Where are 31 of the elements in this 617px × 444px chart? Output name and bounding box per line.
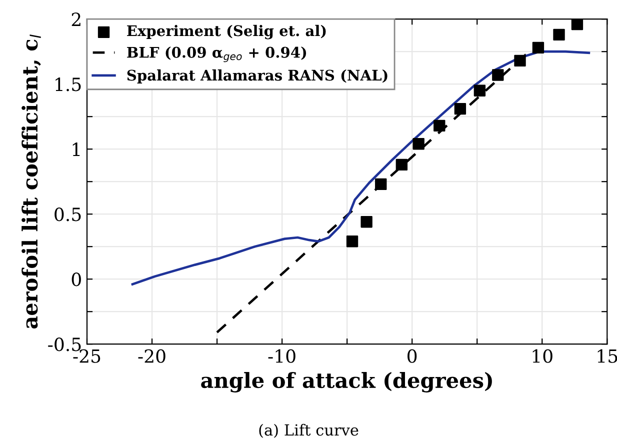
x-axis-title: angle of attack (degrees) (201, 372, 492, 392)
point (360, 216, 372, 228)
legend-label: BLF (0.09 α$_{geo}$ + 0.94) (127, 46, 306, 62)
y-tick-label: -0.5 (48, 338, 81, 352)
point (571, 19, 584, 30)
point (434, 120, 446, 132)
point (474, 84, 486, 96)
y-tick-label: 1.5 (56, 78, 81, 92)
x-tick-label: -20 (138, 349, 166, 363)
text: (a) Lift curve (259, 424, 358, 438)
point (553, 28, 565, 41)
y-axis-title: aerofoil lift coefficient, c$_{l}$ (22, 34, 41, 329)
y-tick-label: 1 (72, 142, 80, 156)
point (375, 178, 387, 190)
point (412, 138, 424, 150)
point (396, 158, 408, 171)
y-tick-label: 0 (72, 272, 81, 286)
point (514, 54, 526, 67)
y-tick-label: 2 (72, 12, 80, 26)
point (454, 102, 466, 115)
legend-label: Experiment (Selig et. al) (127, 24, 326, 40)
point (492, 69, 504, 81)
legend-label: Spalarat Allamaras RANS (NAL) (127, 69, 388, 84)
x-tick-label: -25 (73, 349, 100, 363)
x-tick-label: -10 (268, 349, 296, 363)
y-tick-label: 0.5 (54, 208, 81, 222)
x-tick-label: 15 (598, 349, 617, 363)
point (532, 42, 544, 54)
point (346, 236, 358, 248)
x-tick-label: 10 (532, 349, 552, 363)
x-tick-label: 0 (408, 349, 417, 363)
